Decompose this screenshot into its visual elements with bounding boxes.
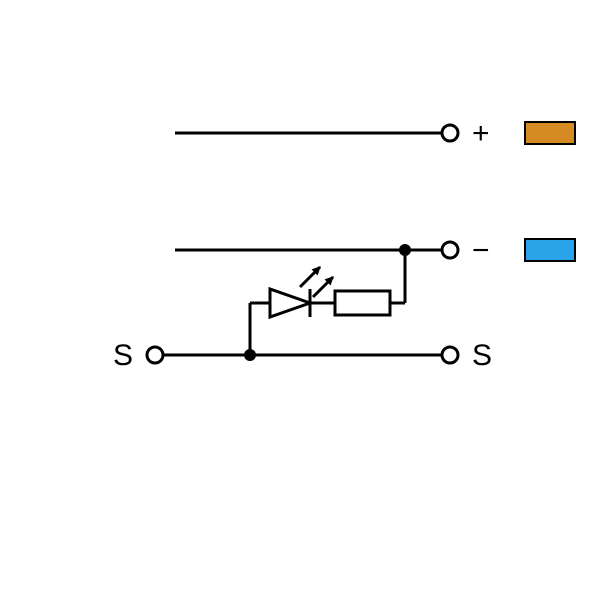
terminal-plus <box>442 125 458 141</box>
label-minus: − <box>472 234 490 267</box>
swatch-minus <box>525 239 575 261</box>
label-plus: + <box>472 117 490 150</box>
swatch-plus <box>525 122 575 144</box>
resistor <box>335 291 390 315</box>
label-s-right: S <box>472 339 492 372</box>
terminal-minus <box>442 242 458 258</box>
terminal-s-right <box>442 347 458 363</box>
terminal-s-left <box>147 347 163 363</box>
circuit-diagram: + − S S <box>0 0 600 600</box>
led-triangle <box>270 289 310 317</box>
label-s-left: S <box>113 339 133 372</box>
